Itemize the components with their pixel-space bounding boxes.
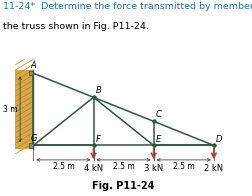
- Bar: [28, 143, 33, 148]
- Text: 4 kN: 4 kN: [84, 164, 103, 173]
- Text: A: A: [30, 61, 36, 70]
- Bar: [28, 71, 33, 75]
- Text: B: B: [96, 86, 101, 95]
- Text: the truss shown in Fig. P11-24.: the truss shown in Fig. P11-24.: [3, 22, 148, 31]
- Text: F: F: [96, 134, 100, 143]
- Text: C: C: [156, 111, 162, 119]
- Text: D: D: [216, 135, 223, 144]
- Text: Fig. P11-24: Fig. P11-24: [92, 181, 155, 191]
- Text: 3 m: 3 m: [3, 105, 18, 114]
- Text: E: E: [156, 134, 161, 143]
- Text: 2.5 m: 2.5 m: [53, 162, 74, 171]
- Text: 2.5 m: 2.5 m: [173, 162, 195, 171]
- Text: G: G: [30, 134, 37, 143]
- Text: 11-24*  Determine the force transmitted by member BC of: 11-24* Determine the force transmitted b…: [3, 2, 252, 11]
- Text: 3 kN: 3 kN: [144, 164, 163, 173]
- Text: 2.5 m: 2.5 m: [113, 162, 135, 171]
- Text: 2 kN: 2 kN: [204, 164, 224, 173]
- Bar: [15, 70, 33, 149]
